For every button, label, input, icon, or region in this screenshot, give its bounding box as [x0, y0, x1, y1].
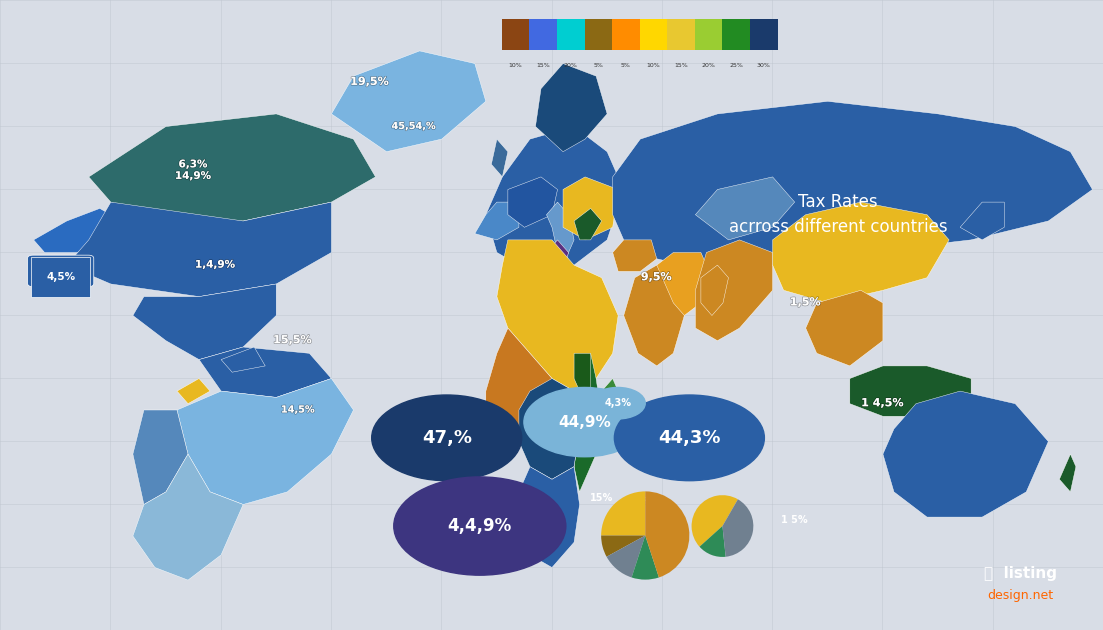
Text: 15,5%: 15,5% [274, 335, 311, 345]
Text: 15%: 15% [589, 493, 613, 503]
Text: 1 5%: 1 5% [781, 515, 807, 525]
Text: 47,%: 47,% [421, 429, 472, 447]
FancyBboxPatch shape [28, 255, 94, 287]
Wedge shape [722, 500, 753, 557]
Text: design.net: design.net [987, 589, 1053, 602]
Text: 6,3%
14,9%: 6,3% 14,9% [175, 159, 211, 181]
Text: 45,54,%: 45,54,% [392, 121, 436, 131]
Text: 1 4,5%: 1 4,5% [861, 398, 903, 408]
Text: 10%: 10% [646, 63, 661, 68]
FancyBboxPatch shape [585, 19, 612, 50]
Text: 19,5%: 19,5% [350, 77, 389, 87]
FancyBboxPatch shape [750, 19, 778, 50]
Circle shape [394, 477, 566, 575]
Text: Tax Rates
acrross different countries: Tax Rates acrross different countries [729, 193, 947, 236]
FancyBboxPatch shape [529, 19, 557, 50]
Text: 25%: 25% [729, 63, 743, 68]
Wedge shape [607, 536, 645, 578]
Text: 44,3%: 44,3% [658, 429, 720, 447]
FancyBboxPatch shape [695, 19, 722, 50]
Text: 4%: 4% [632, 493, 647, 503]
Wedge shape [645, 491, 689, 578]
Text: 30%: 30% [757, 63, 771, 68]
Text: 5%: 5% [621, 63, 631, 68]
Text: 4,3%: 4,3% [604, 398, 631, 408]
Text: 15%: 15% [536, 63, 550, 68]
FancyBboxPatch shape [722, 19, 750, 50]
FancyBboxPatch shape [31, 257, 90, 297]
FancyBboxPatch shape [667, 19, 695, 50]
Wedge shape [632, 536, 658, 580]
Text: 9,5%: 9,5% [641, 272, 672, 282]
FancyBboxPatch shape [612, 19, 640, 50]
Text: 5%: 5% [621, 549, 636, 559]
Text: 1,4,9%: 1,4,9% [195, 260, 235, 270]
Circle shape [372, 395, 522, 481]
Circle shape [614, 395, 764, 481]
FancyBboxPatch shape [557, 19, 585, 50]
Text: 20%: 20% [564, 63, 578, 68]
Text: 15%: 15% [674, 63, 688, 68]
Circle shape [524, 387, 645, 457]
Text: 1,5%: 1,5% [790, 297, 821, 307]
Wedge shape [699, 526, 726, 557]
Text: 10%: 10% [508, 63, 523, 68]
Text: ,9%: ,9% [702, 515, 721, 525]
Text: 5%: 5% [593, 63, 603, 68]
FancyBboxPatch shape [640, 19, 667, 50]
Wedge shape [601, 536, 645, 557]
Text: 4,5%: 4,5% [47, 266, 74, 276]
FancyBboxPatch shape [502, 19, 529, 50]
Circle shape [590, 387, 645, 419]
Text: 14,5%: 14,5% [281, 404, 314, 415]
Text: 4,4,9%: 4,4,9% [448, 517, 512, 535]
Text: 20%: 20% [702, 63, 716, 68]
Wedge shape [601, 491, 645, 536]
Text: 1,5%: 1,5% [600, 537, 624, 546]
Wedge shape [692, 495, 738, 547]
Text: 4,5%: 4,5% [46, 272, 75, 282]
Text: 🖊  listing: 🖊 listing [984, 566, 1057, 581]
Text: 44,9%: 44,9% [558, 415, 611, 430]
